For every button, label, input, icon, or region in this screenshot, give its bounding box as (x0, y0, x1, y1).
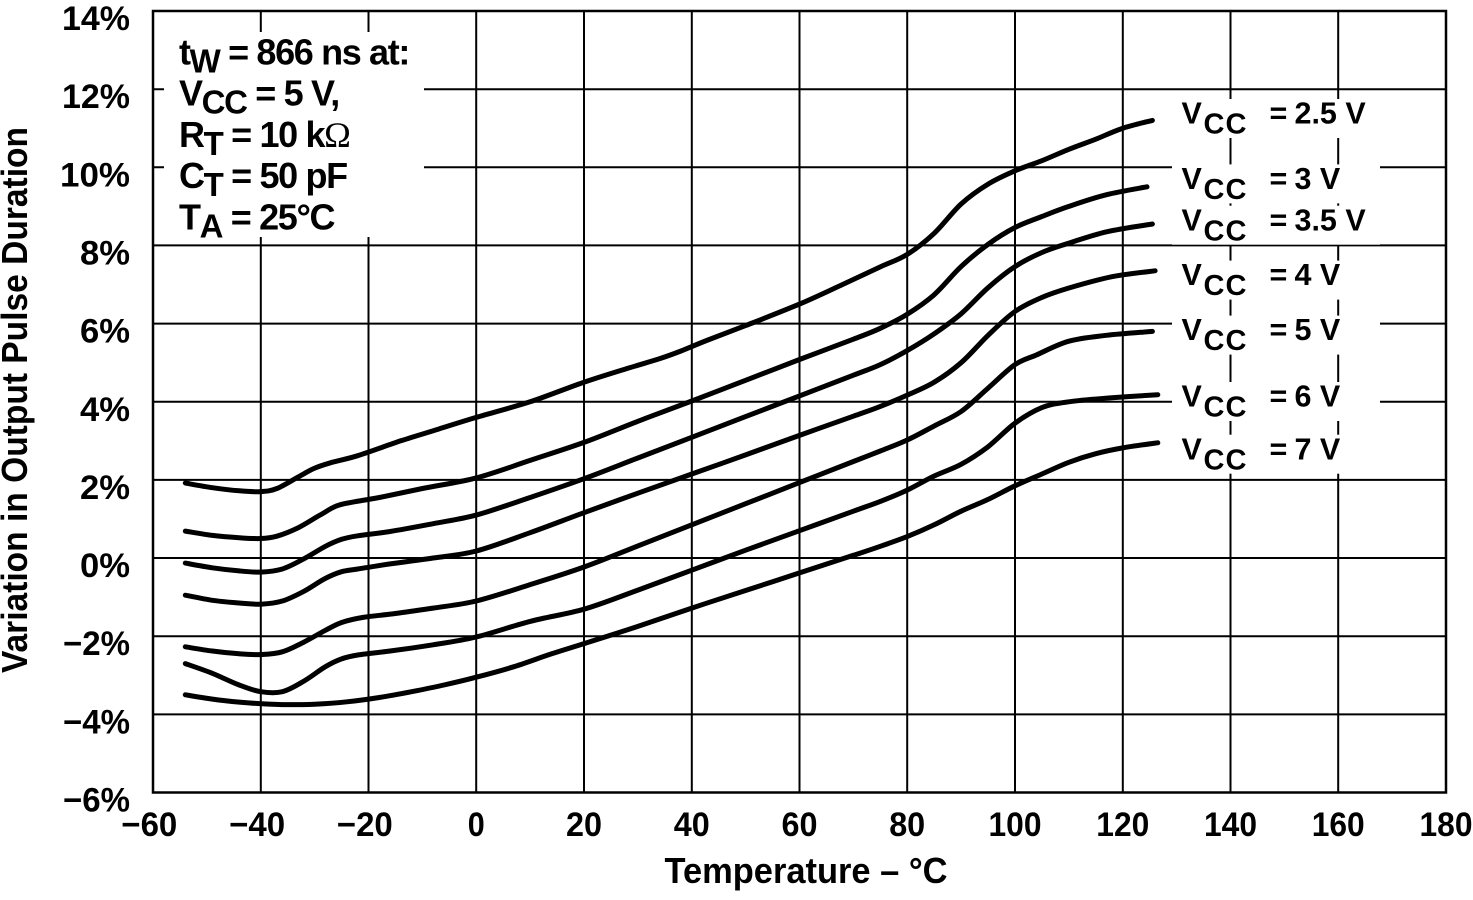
svg-text:12%: 12% (62, 78, 130, 116)
svg-text:14%: 14% (62, 0, 130, 38)
svg-text:120: 120 (1096, 806, 1149, 844)
svg-text:2%: 2% (80, 469, 130, 507)
svg-text:−40: −40 (229, 806, 285, 844)
svg-text:RT = 10 kΩ: RT = 10 kΩ (179, 114, 350, 162)
svg-text:VCC = 5 V,: VCC = 5 V, (179, 73, 339, 121)
svg-text:VCC=2.5 V: VCC = 2.5 V (1182, 97, 1367, 141)
svg-text:Variation in Output Pulse Dura: Variation in Output Pulse Duration (0, 127, 35, 673)
svg-text:VCC=5 V: VCC = 5 V (1182, 313, 1341, 357)
svg-text:VCC=6 V: VCC = 6 V (1182, 380, 1341, 424)
svg-text:−6%: −6% (63, 782, 130, 820)
svg-text:Temperature – °C: Temperature – °C (665, 850, 948, 891)
svg-text:10%: 10% (60, 156, 130, 194)
svg-text:140: 140 (1204, 806, 1257, 844)
svg-text:4%: 4% (80, 391, 130, 429)
svg-text:180: 180 (1420, 806, 1473, 844)
svg-text:100: 100 (989, 806, 1042, 844)
svg-text:−60: −60 (121, 806, 177, 844)
svg-text:VCC=4 V: VCC = 4 V (1182, 258, 1341, 302)
svg-text:40: 40 (674, 806, 710, 844)
svg-text:160: 160 (1312, 806, 1365, 844)
svg-text:TA = 25°C: TA = 25°C (179, 196, 335, 244)
svg-text:6%: 6% (80, 313, 130, 351)
svg-text:20: 20 (566, 806, 602, 844)
svg-text:−4%: −4% (63, 703, 130, 741)
svg-text:0: 0 (468, 806, 485, 844)
svg-text:80: 80 (889, 806, 925, 844)
svg-text:tW = 866 ns at:: tW = 866 ns at: (179, 32, 409, 80)
svg-text:0%: 0% (80, 547, 130, 585)
svg-text:−2%: −2% (63, 625, 130, 663)
svg-text:VCC=3.5 V: VCC = 3.5 V (1182, 203, 1367, 247)
svg-text:VCC=3 V: VCC = 3 V (1182, 162, 1341, 206)
svg-text:8%: 8% (80, 234, 130, 272)
svg-text:CT = 50 pF: CT = 50 pF (179, 155, 347, 203)
svg-text:VCC=7 V: VCC = 7 V (1182, 432, 1341, 476)
svg-text:−20: −20 (337, 806, 393, 844)
svg-text:60: 60 (782, 806, 818, 844)
